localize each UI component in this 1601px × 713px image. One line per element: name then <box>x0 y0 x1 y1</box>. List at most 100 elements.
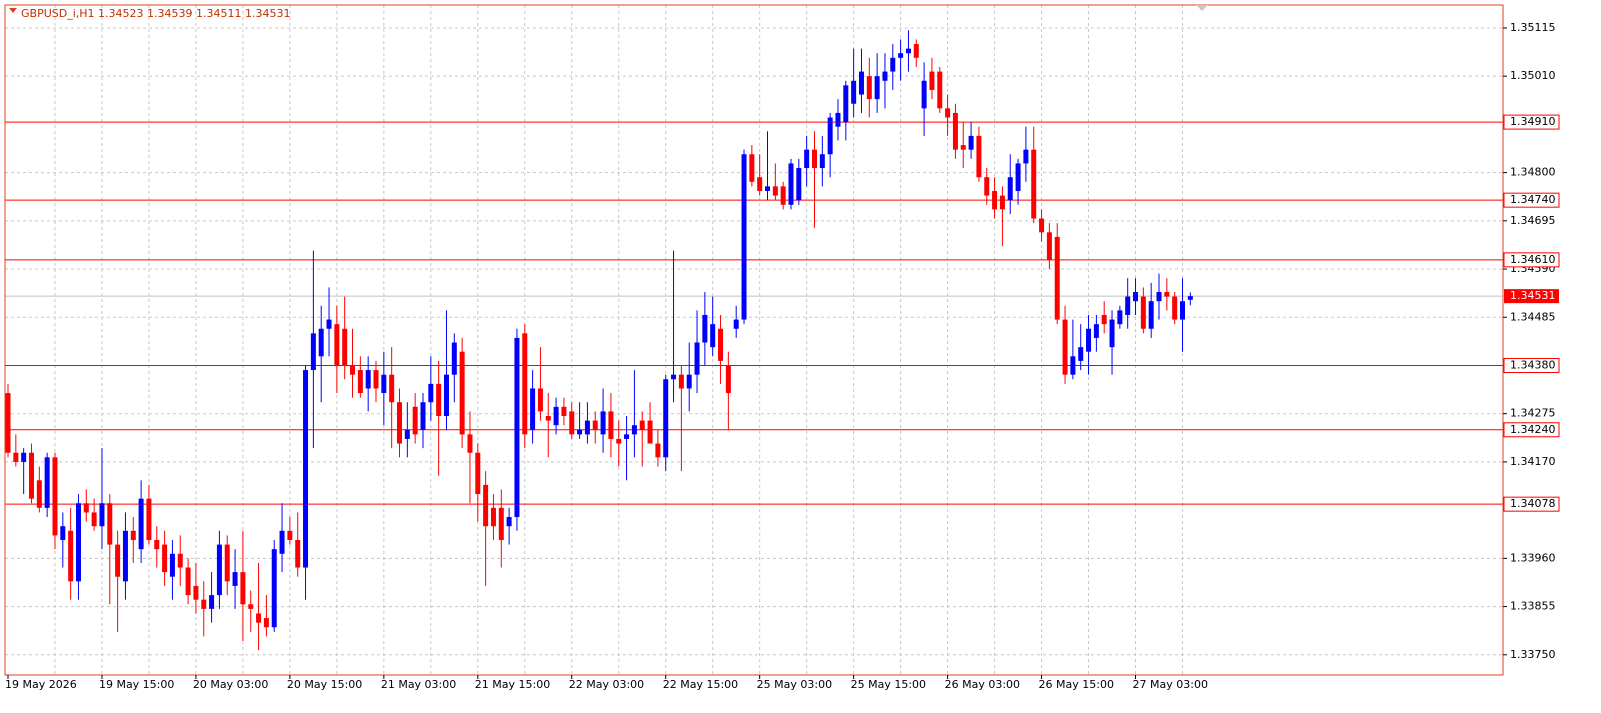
candle-body <box>882 71 888 81</box>
x-tick-label: 25 May 15:00 <box>851 678 926 691</box>
candle-body <box>193 585 199 600</box>
candle-body <box>553 406 559 426</box>
candle-body <box>1172 296 1178 320</box>
candle-body <box>835 112 841 127</box>
candle-body <box>796 168 802 201</box>
candle-body <box>866 76 872 100</box>
candle-body <box>584 420 590 435</box>
candle-body <box>827 117 833 155</box>
level-label: 1.34078 <box>1510 497 1556 510</box>
candle-body <box>428 383 434 403</box>
candle-body <box>858 71 864 95</box>
candle-body <box>725 365 731 394</box>
candle-body <box>271 549 277 628</box>
candle-body <box>83 503 89 513</box>
candle-body <box>1015 163 1021 191</box>
candle-body <box>91 512 97 527</box>
candle-body <box>913 44 919 58</box>
candle-body <box>671 374 677 380</box>
candle-body <box>334 324 340 366</box>
candle-body <box>381 374 387 394</box>
level-label-box <box>1503 192 1560 208</box>
candle-body <box>44 457 50 508</box>
candle-body <box>577 429 583 435</box>
level-label: 1.34610 <box>1510 253 1556 266</box>
candle-body <box>224 544 230 582</box>
candle-body <box>279 530 285 554</box>
candle-body <box>177 553 183 568</box>
y-tick-label: 1.34695 <box>1510 214 1556 227</box>
candle-body <box>169 553 175 577</box>
shift-marker <box>1196 5 1208 11</box>
candle-body <box>154 539 160 550</box>
candle-body <box>350 365 356 375</box>
candle-body <box>209 595 215 609</box>
candle-body <box>240 572 246 605</box>
x-tick-label: 21 May 15:00 <box>475 678 550 691</box>
x-tick-label: 20 May 15:00 <box>287 678 362 691</box>
candle-body <box>561 406 567 417</box>
candle-body <box>757 177 763 191</box>
candle-body <box>999 195 1005 210</box>
candle-body <box>710 324 716 348</box>
y-tick-label: 1.34800 <box>1510 166 1556 179</box>
candle-body <box>1086 328 1092 352</box>
candle-body <box>843 85 849 123</box>
candle-body <box>498 507 504 540</box>
candle-body <box>467 434 473 453</box>
candle-body <box>702 314 708 343</box>
chart-title: GBPUSD_i,H1 1.34523 1.34539 1.34511 1.34… <box>21 7 290 20</box>
candle-body <box>459 351 465 435</box>
candle-body <box>21 452 27 462</box>
candle-body <box>99 503 105 527</box>
x-tick-label: 22 May 03:00 <box>569 678 644 691</box>
candle-body <box>780 186 786 205</box>
y-tick-label: 1.34485 <box>1510 310 1556 323</box>
candle-body <box>1093 324 1099 338</box>
candle-body <box>373 370 379 389</box>
candle-body <box>678 374 684 389</box>
candle-body <box>905 48 911 54</box>
y-tick-label: 1.35010 <box>1510 69 1556 82</box>
candle-body <box>1109 319 1115 348</box>
x-tick-label: 22 May 15:00 <box>663 678 738 691</box>
candle-body <box>655 443 661 458</box>
candle-body <box>483 484 489 527</box>
candle-body <box>608 411 614 439</box>
candle-body <box>631 425 637 435</box>
candle-body <box>68 530 74 582</box>
level-label-box <box>1503 357 1560 373</box>
candle-body <box>490 507 496 527</box>
x-tick-label: 26 May 03:00 <box>945 678 1020 691</box>
candle-body <box>397 402 402 444</box>
candle-body <box>1070 356 1076 375</box>
candle-body <box>122 530 128 582</box>
x-tick-label: 25 May 03:00 <box>757 678 832 691</box>
candle-body <box>937 71 943 109</box>
candle-body <box>5 393 11 453</box>
candle-body <box>788 163 794 205</box>
candle-body <box>772 186 778 196</box>
candle-body <box>694 342 700 375</box>
candle-body <box>537 388 543 412</box>
candle-body <box>616 438 622 444</box>
candle-body <box>1046 232 1052 260</box>
candle-body <box>1101 314 1107 325</box>
candle-body <box>1133 292 1139 302</box>
candle-body <box>216 544 222 596</box>
candle-body <box>898 53 904 58</box>
candle-body <box>287 530 293 540</box>
x-tick-label: 21 May 03:00 <box>381 678 456 691</box>
x-tick-label: 20 May 03:00 <box>193 678 268 691</box>
candle-body <box>28 452 34 499</box>
y-tick-label: 1.34275 <box>1510 407 1556 420</box>
candle-body <box>404 429 410 439</box>
y-tick-label: 1.33855 <box>1510 600 1556 613</box>
candle-body <box>146 498 152 540</box>
candle-body <box>420 402 426 430</box>
candle-body <box>201 599 207 609</box>
candle-body <box>1078 347 1084 361</box>
candle-body <box>647 420 653 444</box>
candle-body <box>36 480 42 508</box>
candle-body <box>976 135 982 178</box>
